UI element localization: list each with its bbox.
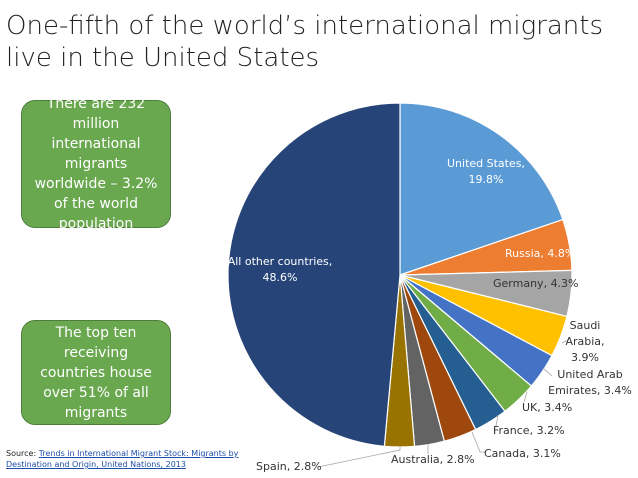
- leader-line: [495, 414, 499, 427]
- category-name: United Arab Emirates: [548, 368, 623, 397]
- data-label: United States, 19.8%: [436, 156, 536, 188]
- value-label: 4.3%: [550, 277, 579, 290]
- category-name: United States: [447, 157, 522, 170]
- label-separator: ,: [601, 335, 605, 348]
- label-separator: ,: [529, 424, 534, 437]
- data-label: UK, 3.4%: [522, 400, 592, 416]
- category-name: Russia: [505, 247, 541, 260]
- source-note: Source: Trends in International Migrant …: [6, 448, 276, 470]
- label-separator: ,: [521, 157, 526, 170]
- label-separator: ,: [328, 255, 333, 268]
- category-name: Saudi Arabia: [565, 319, 602, 348]
- value-label: 3.4%: [603, 384, 632, 397]
- category-name: All other countries: [227, 255, 329, 268]
- value-label: 3.9%: [571, 351, 599, 364]
- label-separator: ,: [537, 401, 541, 414]
- value-label: 19.8%: [468, 173, 504, 186]
- data-label: Canada, 3.1%: [484, 446, 564, 462]
- category-name: UK: [522, 401, 538, 414]
- value-label: 2.8%: [446, 453, 475, 466]
- value-label: 3.2%: [536, 424, 565, 437]
- value-label: 48.6%: [262, 271, 298, 284]
- data-label: Russia, 4.8%: [505, 246, 585, 262]
- data-label: All other countries, 48.6%: [221, 254, 339, 286]
- pie-slice: [227, 102, 401, 447]
- data-label: Spain, 2.8%: [256, 459, 336, 475]
- category-name: France: [493, 424, 530, 437]
- label-separator: ,: [540, 247, 544, 260]
- leader-line: [561, 339, 569, 344]
- chart-title: One-fifth of the world’s international m…: [6, 11, 604, 73]
- leader-lines: [317, 339, 569, 468]
- value-label: 4.8%: [547, 247, 576, 260]
- value-label: 3.1%: [532, 447, 561, 460]
- category-name: Germany: [493, 277, 544, 290]
- pie-slice: [399, 102, 564, 276]
- data-label: Australia, 2.8%: [391, 452, 481, 468]
- source-link[interactable]: Trends in International Migrant Stock: M…: [6, 449, 239, 469]
- data-label: France, 3.2%: [493, 423, 573, 439]
- pie: [227, 102, 573, 448]
- value-label: 2.8%: [293, 460, 322, 473]
- category-name: Canada: [484, 447, 526, 460]
- callout-box: There are 232 million international migr…: [21, 96, 171, 232]
- leader-line: [542, 367, 553, 377]
- label-separator: ,: [543, 277, 548, 290]
- label-separator: ,: [286, 460, 291, 473]
- data-label: Saudi Arabia, 3.9%: [560, 318, 610, 366]
- leader-line: [317, 447, 401, 468]
- label-separator: ,: [525, 447, 530, 460]
- category-name: Australia: [391, 453, 440, 466]
- data-label: Germany, 4.3%: [493, 276, 583, 292]
- label-separator: ,: [439, 453, 444, 466]
- source-prefix: Source:: [6, 449, 37, 458]
- leader-line: [523, 391, 528, 403]
- callout-box: The top ten receiving countries house ov…: [21, 320, 171, 425]
- label-separator: ,: [596, 384, 601, 397]
- leader-line: [471, 431, 486, 453]
- data-label: United Arab Emirates, 3.4%: [545, 367, 635, 399]
- category-name: Spain: [256, 460, 287, 473]
- value-label: 3.4%: [544, 401, 573, 414]
